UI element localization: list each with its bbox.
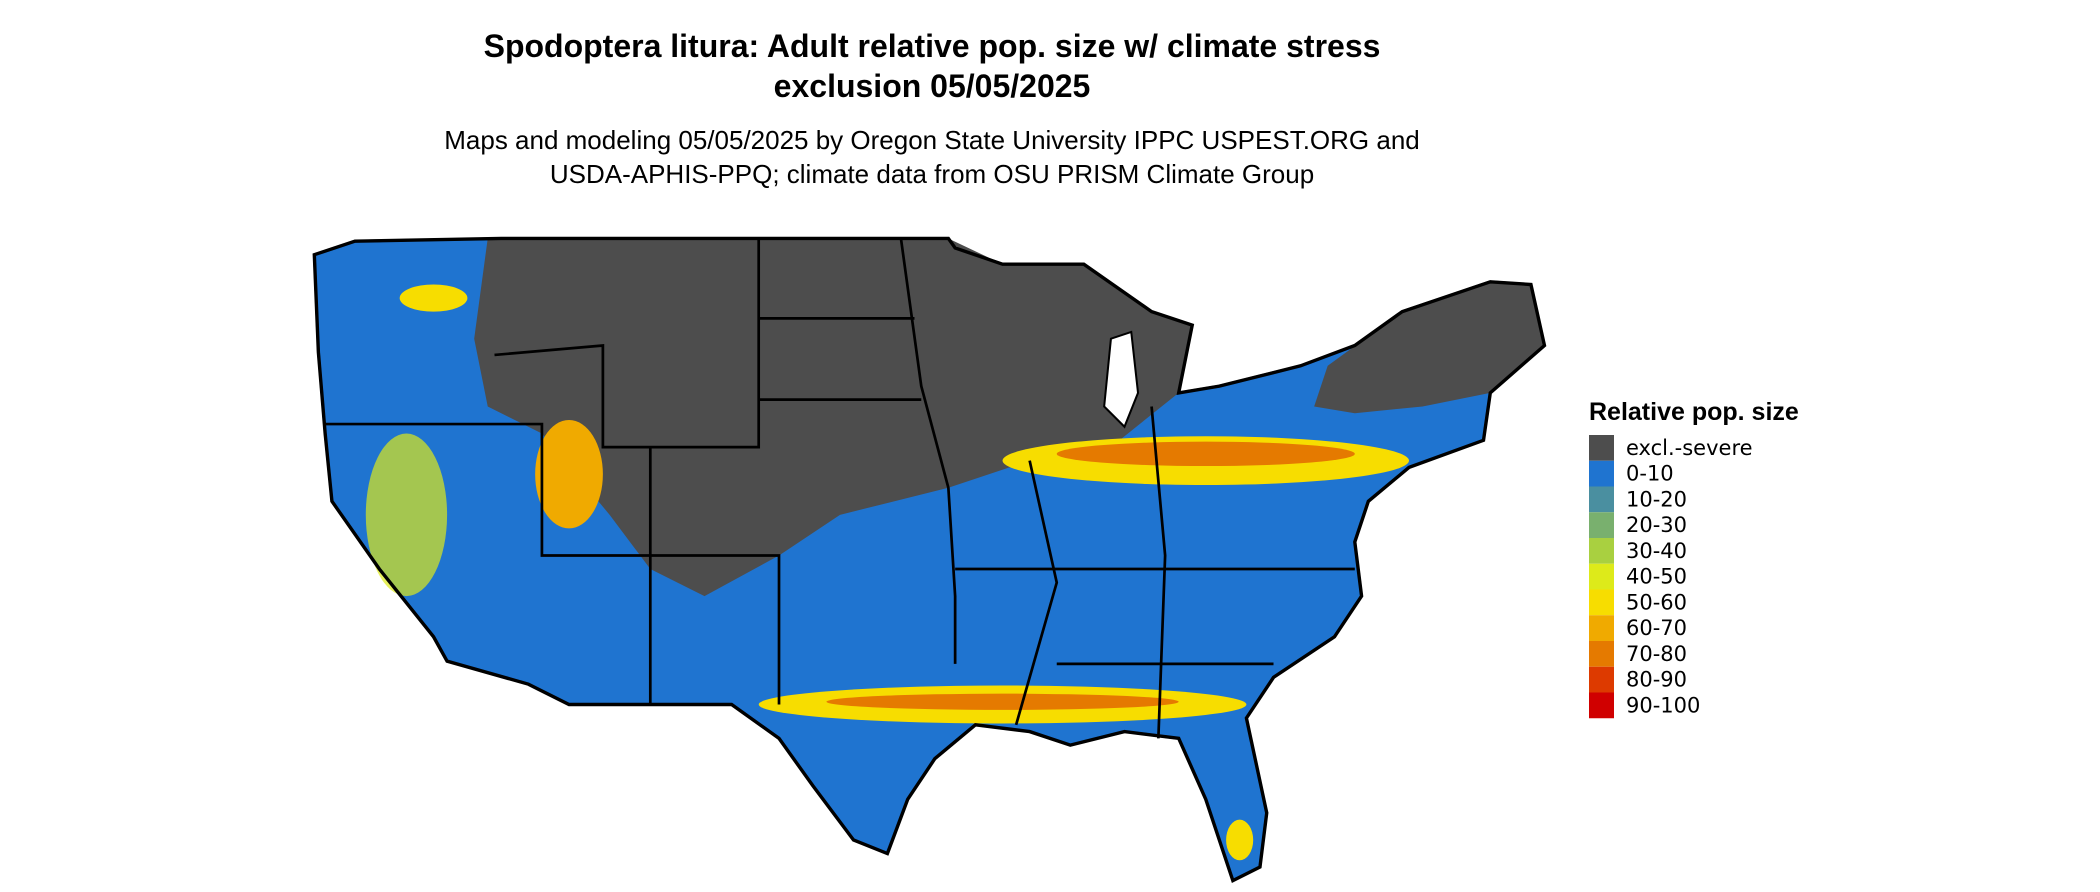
subtitle-line: USDA-APHIS-PPQ; climate data from OSU PR… xyxy=(550,159,1314,189)
legend-label: 30-40 xyxy=(1626,539,1687,563)
legend-label: excl.-severe xyxy=(1626,436,1753,460)
legend-swatch xyxy=(1589,460,1614,487)
hot-band xyxy=(1056,441,1355,467)
legend-swatch xyxy=(1589,641,1614,667)
legend-swatch xyxy=(1589,486,1614,513)
legend: Relative pop. size excl.-severe0-1010-20… xyxy=(1589,398,1799,719)
legend-label: 10-20 xyxy=(1626,487,1687,511)
hot-band xyxy=(826,693,1179,710)
lake-michigan xyxy=(1103,330,1140,429)
state-borders xyxy=(325,238,1355,739)
legend-swatch xyxy=(1589,538,1614,564)
map xyxy=(312,236,1547,884)
legend-label: 80-90 xyxy=(1626,668,1687,692)
legend-label: 20-30 xyxy=(1626,513,1687,537)
legend-label: 90-100 xyxy=(1626,693,1700,717)
excluded-north xyxy=(474,238,1193,597)
legend-label: 0-10 xyxy=(1626,462,1674,486)
hot-band xyxy=(365,433,448,597)
title-line: exclusion 05/05/2025 xyxy=(774,68,1091,104)
legend-label: 50-60 xyxy=(1626,590,1687,614)
legend-swatch xyxy=(1589,589,1614,616)
legend-label: 40-50 xyxy=(1626,565,1687,589)
legend-swatch xyxy=(1589,666,1614,693)
legend-swatch xyxy=(1589,692,1614,719)
hot-band xyxy=(1226,819,1254,861)
legend-title: Relative pop. size xyxy=(1589,398,1799,426)
subtitle-line: Maps and modeling 05/05/2025 by Oregon S… xyxy=(444,125,1420,155)
legend-swatch xyxy=(1589,615,1614,641)
legend-swatch xyxy=(1589,563,1614,590)
excluded-northeast xyxy=(1314,281,1545,414)
hot-band xyxy=(535,419,603,529)
legend-swatch xyxy=(1589,512,1614,538)
title-line: Spodoptera litura: Adult relative pop. s… xyxy=(484,28,1381,64)
legend-label: 60-70 xyxy=(1626,616,1687,640)
hot-band xyxy=(399,284,468,312)
legend-label: 70-80 xyxy=(1626,642,1687,666)
legend-swatch xyxy=(1589,435,1614,461)
us-outline xyxy=(312,236,1547,884)
